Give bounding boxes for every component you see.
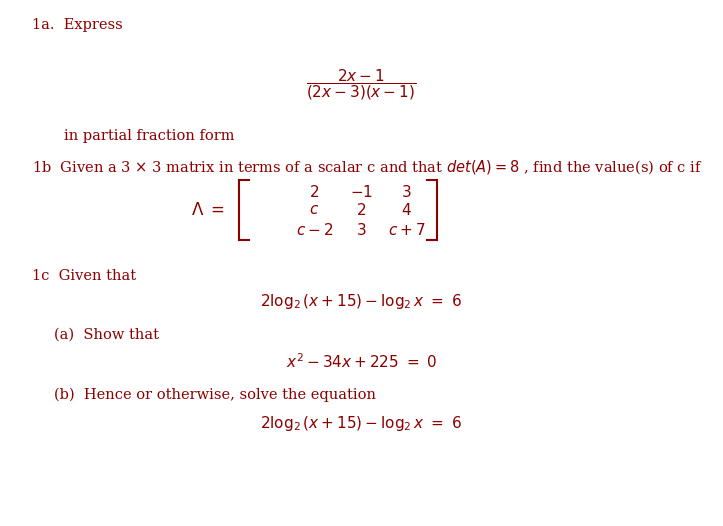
Text: $x^2-34x+225\ =\ 0$: $x^2-34x+225\ =\ 0$ [286, 352, 437, 371]
Text: $2$: $2$ [356, 203, 367, 218]
Text: $3$: $3$ [356, 222, 367, 238]
Text: $\dfrac{2x-1}{(2x-3)(x-1)}$: $\dfrac{2x-1}{(2x-3)(x-1)}$ [307, 67, 416, 102]
Text: (a)  Show that: (a) Show that [54, 328, 159, 342]
Text: 1a.  Express: 1a. Express [32, 18, 123, 33]
Text: $c$: $c$ [309, 204, 320, 217]
Text: in partial fraction form: in partial fraction form [64, 129, 234, 143]
Text: $-1$: $-1$ [350, 184, 373, 200]
Text: $4$: $4$ [401, 203, 411, 218]
Text: 1c  Given that: 1c Given that [32, 269, 136, 284]
Text: (b)  Hence or otherwise, solve the equation: (b) Hence or otherwise, solve the equati… [54, 388, 376, 402]
Text: $3$: $3$ [401, 184, 411, 200]
Text: $c+7$: $c+7$ [388, 222, 425, 238]
Text: $2$: $2$ [309, 184, 320, 200]
Text: 1b  Given a 3 $\times$ 3 matrix in terms of a scalar c and that $\mathit{det}(A): 1b Given a 3 $\times$ 3 matrix in terms … [32, 158, 703, 176]
Text: $2\log_2(x+15)-\log_2 x\ =\ 6$: $2\log_2(x+15)-\log_2 x\ =\ 6$ [260, 292, 463, 311]
Text: $\Lambda\;=\;$: $\Lambda\;=\;$ [191, 202, 224, 219]
Text: $c-2$: $c-2$ [296, 222, 333, 238]
Text: $2\log_2(x+15)-\log_2 x\ =\ 6$: $2\log_2(x+15)-\log_2 x\ =\ 6$ [260, 414, 463, 433]
